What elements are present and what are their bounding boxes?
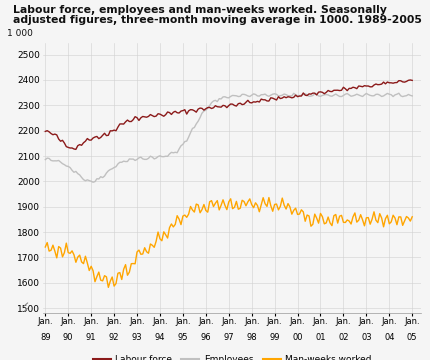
Text: 01: 01 (315, 333, 326, 342)
Text: adjusted figures, three-month moving average in 1000. 1989-2005: adjusted figures, three-month moving ave… (13, 15, 422, 25)
Text: 93: 93 (132, 333, 142, 342)
Text: 92: 92 (109, 333, 120, 342)
Text: 04: 04 (384, 333, 395, 342)
Text: 1 000: 1 000 (7, 29, 33, 38)
Text: 05: 05 (407, 333, 418, 342)
Text: 96: 96 (200, 333, 211, 342)
Text: 90: 90 (63, 333, 74, 342)
Legend: Labour force, Employees, Man-weeks worked: Labour force, Employees, Man-weeks worke… (89, 352, 375, 360)
Text: 89: 89 (40, 333, 51, 342)
Text: 97: 97 (224, 333, 234, 342)
Text: Labour force, employees and man-weeks worked. Seasonally: Labour force, employees and man-weeks wo… (13, 5, 387, 15)
Text: 02: 02 (338, 333, 349, 342)
Text: 00: 00 (292, 333, 303, 342)
Text: 03: 03 (361, 333, 372, 342)
Text: 98: 98 (246, 333, 257, 342)
Text: 95: 95 (178, 333, 188, 342)
Text: 91: 91 (86, 333, 96, 342)
Text: 94: 94 (155, 333, 165, 342)
Text: 99: 99 (269, 333, 280, 342)
